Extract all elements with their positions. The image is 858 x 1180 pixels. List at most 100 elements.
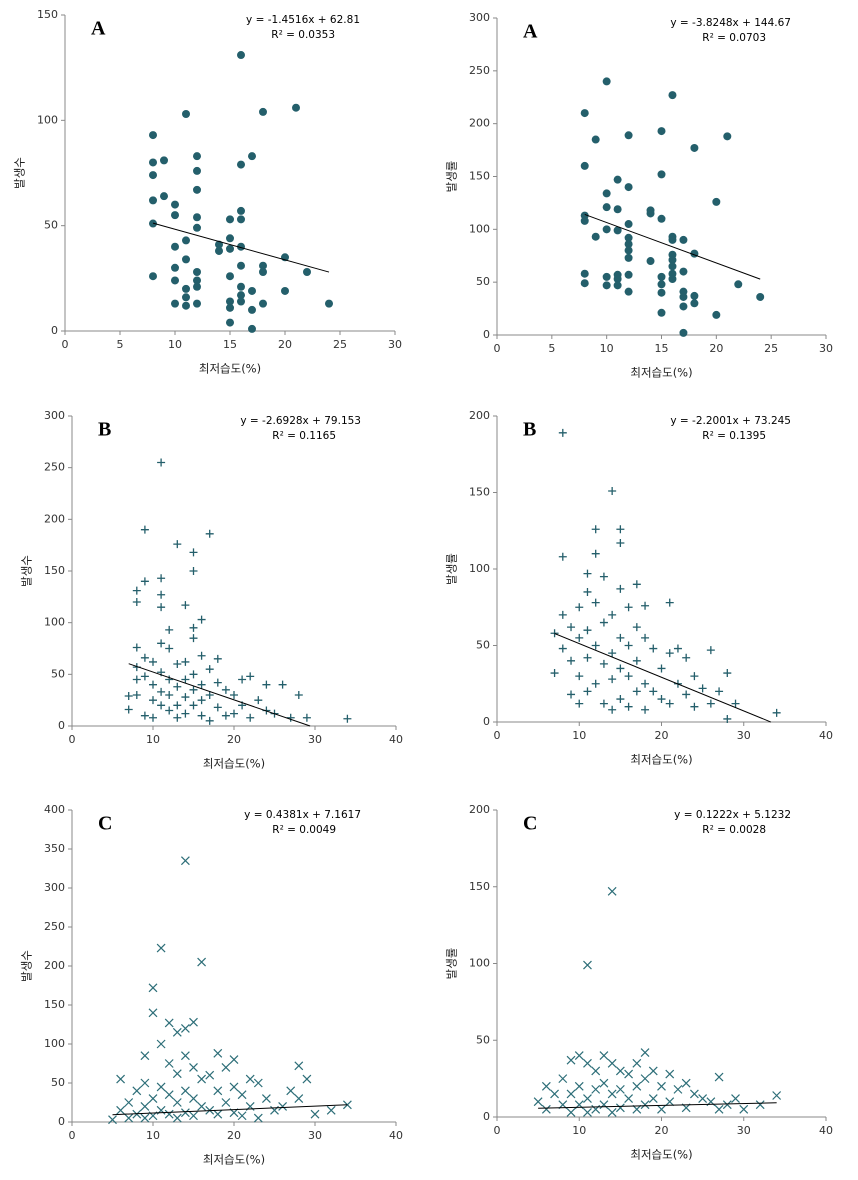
data-point (690, 672, 699, 681)
data-point (712, 310, 721, 319)
data-point (221, 685, 230, 694)
x-tick-label: 10 (600, 342, 614, 355)
data-point (229, 1055, 239, 1065)
data-point (160, 192, 168, 201)
data-point (149, 171, 157, 180)
data-point (599, 699, 608, 708)
data-point (682, 690, 691, 699)
data-point (157, 603, 166, 612)
data-point (226, 215, 234, 224)
data-point (657, 127, 666, 136)
data-point (189, 701, 198, 710)
data-point (541, 1104, 551, 1114)
data-point (657, 272, 666, 281)
data-point (237, 51, 245, 60)
data-point (583, 653, 592, 662)
data-point (616, 695, 625, 704)
y-tick-label: 150 (469, 486, 490, 499)
y-axis-title: 발생수 (20, 950, 34, 982)
data-point (591, 525, 600, 534)
data-point (180, 1086, 190, 1096)
data-point (140, 1113, 150, 1123)
y-tick-label: 0 (483, 1110, 490, 1123)
data-point (253, 1078, 263, 1088)
data-point (213, 1109, 223, 1119)
x-tick-label: 40 (389, 1129, 403, 1142)
data-point (189, 1017, 198, 1027)
trendline (538, 1102, 777, 1109)
data-point (193, 152, 201, 161)
data-point (602, 189, 611, 198)
panel: 0 50 100 150 200 250 300 0 5 10 15 20 25 30 최저습도(%) 발생률… (445, 11, 834, 380)
data-point (156, 1082, 166, 1092)
data-point (583, 626, 592, 635)
data-point (343, 714, 352, 723)
data-point (602, 272, 611, 281)
data-point (657, 1081, 666, 1091)
equation: y = -1.4516x + 62.81 (246, 14, 360, 26)
data-point (657, 280, 666, 289)
data-point (286, 1086, 296, 1096)
data-point (181, 601, 190, 610)
data-point (607, 1058, 617, 1068)
data-point (665, 1069, 675, 1079)
data-point (193, 276, 201, 285)
r-squared: R² = 0.0703 (702, 32, 766, 44)
data-point (641, 705, 650, 714)
data-point (558, 644, 567, 653)
y-axis-title: 발생률 (445, 161, 459, 193)
data-point (259, 107, 267, 116)
data-point (197, 696, 206, 705)
y-tick-label: 200 (44, 512, 65, 525)
data-point (533, 1097, 543, 1107)
data-point (714, 1104, 724, 1114)
data-point (237, 1090, 247, 1100)
data-point (613, 205, 622, 214)
y-tick-label: 250 (44, 461, 65, 474)
data-point (278, 1101, 288, 1111)
data-point (599, 1100, 609, 1110)
data-point (690, 143, 699, 152)
data-point (657, 288, 666, 297)
data-point (164, 1059, 174, 1068)
data-point (591, 641, 600, 650)
data-point (624, 253, 633, 262)
data-point (189, 548, 198, 557)
y-tick-label: 300 (44, 881, 65, 894)
data-point (723, 714, 732, 723)
data-point (189, 1062, 198, 1072)
data-point (648, 1066, 658, 1076)
data-point (608, 705, 617, 714)
data-point (149, 272, 157, 281)
x-tick-label: 30 (308, 1129, 322, 1142)
data-point (583, 569, 592, 578)
data-point (326, 1105, 336, 1115)
data-point (602, 225, 611, 234)
data-point (632, 656, 641, 665)
data-point (157, 639, 166, 648)
data-point (165, 644, 174, 653)
data-point (226, 318, 234, 327)
data-point (164, 1018, 174, 1028)
data-point (197, 1101, 207, 1111)
data-point (624, 246, 633, 255)
data-point (602, 203, 611, 212)
data-point (624, 131, 633, 140)
data-point (624, 240, 633, 249)
data-point (165, 625, 174, 634)
data-point (632, 580, 641, 589)
data-point (221, 1062, 231, 1072)
data-point (132, 691, 141, 699)
x-tick-label: 20 (655, 1124, 669, 1137)
data-point (149, 696, 157, 705)
data-point (261, 1094, 271, 1104)
data-point (613, 175, 622, 184)
data-point (181, 709, 190, 718)
data-point (213, 678, 222, 687)
r-squared: R² = 0.0049 (272, 824, 336, 836)
data-point (583, 960, 592, 970)
data-point (213, 1086, 223, 1096)
data-point (657, 1104, 666, 1114)
data-point (698, 1094, 708, 1104)
data-point (665, 699, 674, 708)
